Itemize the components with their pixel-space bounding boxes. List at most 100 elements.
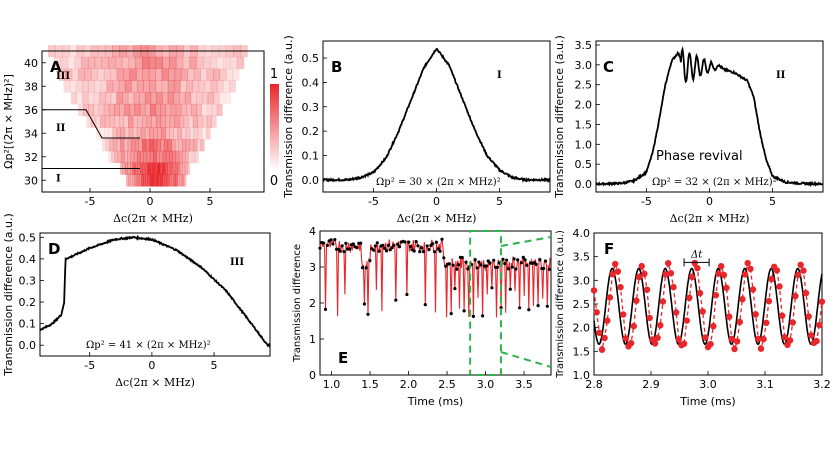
heatmap-cell bbox=[132, 127, 138, 140]
heatmap-cell bbox=[207, 92, 214, 105]
data-point bbox=[818, 298, 826, 305]
data-point bbox=[372, 248, 376, 252]
heatmap-cell bbox=[196, 56, 204, 70]
heatmap-cell bbox=[182, 162, 186, 175]
data-point bbox=[545, 304, 549, 308]
y-tick-label: 34 bbox=[24, 127, 38, 140]
data-point bbox=[423, 303, 427, 307]
panel-label: F bbox=[604, 240, 614, 258]
heatmap-cell bbox=[178, 150, 183, 164]
data-point bbox=[388, 248, 392, 252]
heatmap-cell bbox=[164, 174, 168, 187]
heatmap-cell bbox=[188, 115, 194, 128]
heatmap-cell bbox=[103, 103, 110, 117]
data-point bbox=[789, 319, 796, 326]
heatmap-cell bbox=[114, 115, 120, 128]
heatmap-cell bbox=[159, 150, 164, 164]
heatmap-cell bbox=[139, 162, 143, 175]
plot-frame-top bbox=[41, 50, 265, 193]
heatmap-cell bbox=[185, 139, 191, 152]
y-tick-label: 0.1 bbox=[19, 318, 37, 331]
data-point bbox=[543, 259, 548, 263]
data-point bbox=[675, 336, 682, 343]
heatmap-cell bbox=[86, 115, 92, 128]
y-tick-label: 0.0 bbox=[19, 339, 37, 352]
data-point bbox=[593, 309, 600, 316]
data-point bbox=[609, 271, 616, 278]
data-point bbox=[712, 292, 720, 299]
heatmap-cell bbox=[63, 80, 71, 93]
heatmap-cell bbox=[93, 103, 100, 117]
heatmap-cell bbox=[128, 127, 134, 140]
heatmap-cell bbox=[142, 56, 150, 70]
heatmap-cell bbox=[75, 80, 83, 93]
heatmap-cell bbox=[117, 150, 122, 164]
data-point bbox=[492, 258, 496, 262]
data-point bbox=[368, 259, 372, 263]
heatmap-cell bbox=[178, 139, 183, 152]
data-point bbox=[612, 260, 619, 268]
heatmap-cell bbox=[139, 92, 146, 105]
data-point bbox=[768, 275, 775, 283]
data-point bbox=[659, 298, 667, 305]
y-axis-label: Transmission difference (a.u.) bbox=[2, 213, 15, 377]
heatmap-cell bbox=[100, 127, 105, 140]
data-point bbox=[683, 317, 690, 324]
data-point bbox=[488, 261, 492, 265]
heatmap-cell bbox=[200, 139, 205, 152]
data-point bbox=[360, 266, 365, 270]
x-axis-label: Time (ms) bbox=[679, 395, 735, 408]
data-point bbox=[760, 335, 767, 343]
heatmap-cell bbox=[160, 174, 164, 187]
heatmap-cell bbox=[104, 127, 109, 140]
data-point bbox=[726, 313, 733, 320]
region-label: I bbox=[497, 70, 502, 81]
heatmap-cell bbox=[152, 162, 156, 175]
data-point bbox=[434, 240, 438, 244]
heatmap-cell bbox=[156, 139, 161, 152]
heatmap-cell bbox=[110, 92, 117, 105]
data-point bbox=[471, 314, 475, 318]
data-point bbox=[749, 286, 757, 293]
heatmap-cell bbox=[188, 150, 193, 164]
heatmap-cell bbox=[71, 68, 79, 81]
heatmap-cell bbox=[69, 80, 77, 93]
colorbar-min-label: 0 bbox=[270, 174, 278, 189]
heatmap-cell bbox=[112, 80, 120, 93]
heatmap-cell bbox=[155, 56, 163, 70]
measured-dashed-line bbox=[593, 261, 823, 352]
heatmap-cell bbox=[172, 150, 177, 164]
data-point bbox=[696, 289, 704, 297]
x-axis-label: Time (ms) bbox=[407, 395, 463, 408]
heatmap-cell bbox=[210, 80, 218, 93]
data-point bbox=[527, 308, 531, 312]
data-point bbox=[427, 248, 431, 252]
heatmap-cell bbox=[193, 127, 199, 140]
heatmap-cell bbox=[163, 139, 169, 152]
y-axis-label: Transmission difference (a.u.) bbox=[553, 35, 566, 199]
heatmap-cell bbox=[160, 115, 166, 128]
x-axis-label: Δc(2π × MHz) bbox=[397, 212, 477, 225]
heatmap-cell bbox=[95, 115, 101, 128]
heatmap-cell bbox=[98, 103, 105, 117]
heatmap-cell bbox=[177, 174, 181, 187]
data-point bbox=[421, 250, 426, 254]
region-label-i: I bbox=[56, 173, 61, 184]
heatmap-cell bbox=[189, 127, 195, 140]
heatmap-cell bbox=[134, 103, 141, 117]
heatmap-cell bbox=[159, 162, 163, 175]
x-axis-label: Δc(2π × MHz) bbox=[115, 376, 195, 389]
heatmap-cell bbox=[177, 162, 181, 175]
panel-d: -5 0 5 0.0 0.1 0.2 0.3 0.4 0.5 Δc(2π × MHz) Transm… bbox=[2, 213, 271, 389]
heatmap-cell bbox=[123, 68, 131, 81]
zoom-connector-bottom bbox=[500, 351, 552, 368]
heatmap-cell bbox=[131, 139, 136, 152]
heatmap-cell bbox=[124, 150, 128, 164]
panel-label: B bbox=[331, 58, 342, 76]
boundary-line-ii-iii bbox=[42, 109, 140, 139]
data-point bbox=[390, 246, 394, 250]
panel-label: E bbox=[338, 349, 348, 367]
data-point bbox=[409, 245, 413, 249]
data-point bbox=[381, 243, 385, 247]
heatmap-cell bbox=[142, 139, 147, 152]
